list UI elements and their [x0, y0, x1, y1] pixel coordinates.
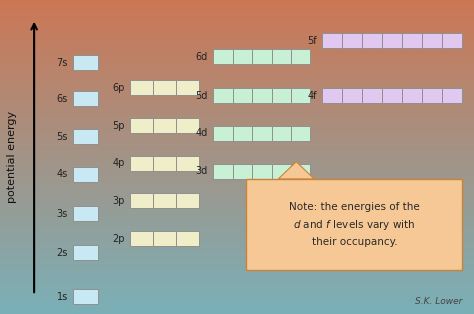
FancyBboxPatch shape: [213, 88, 233, 103]
Text: 4d: 4d: [195, 128, 208, 138]
Text: 5d: 5d: [195, 91, 208, 101]
FancyBboxPatch shape: [233, 164, 252, 179]
FancyBboxPatch shape: [252, 49, 272, 64]
Text: 4p: 4p: [112, 158, 125, 168]
FancyBboxPatch shape: [73, 91, 98, 106]
Text: 4s: 4s: [56, 169, 68, 179]
FancyBboxPatch shape: [153, 118, 176, 133]
FancyBboxPatch shape: [73, 129, 98, 144]
FancyBboxPatch shape: [153, 193, 176, 208]
Text: 2s: 2s: [56, 248, 68, 258]
Text: 3d: 3d: [195, 166, 208, 176]
FancyBboxPatch shape: [73, 55, 98, 70]
FancyBboxPatch shape: [130, 156, 153, 171]
FancyBboxPatch shape: [272, 49, 291, 64]
FancyBboxPatch shape: [342, 33, 362, 48]
FancyBboxPatch shape: [233, 88, 252, 103]
FancyBboxPatch shape: [213, 49, 233, 64]
FancyBboxPatch shape: [402, 88, 422, 103]
FancyBboxPatch shape: [176, 118, 199, 133]
FancyBboxPatch shape: [153, 156, 176, 171]
FancyBboxPatch shape: [73, 206, 98, 221]
FancyBboxPatch shape: [153, 231, 176, 246]
Text: 5f: 5f: [307, 36, 317, 46]
FancyBboxPatch shape: [213, 164, 233, 179]
Text: 6s: 6s: [56, 94, 68, 104]
FancyBboxPatch shape: [442, 33, 462, 48]
FancyBboxPatch shape: [422, 88, 442, 103]
FancyBboxPatch shape: [252, 164, 272, 179]
FancyBboxPatch shape: [73, 289, 98, 304]
Text: Note: the energies of the
$d$ and $f$ levels vary with
their occupancy.: Note: the energies of the $d$ and $f$ le…: [289, 202, 419, 247]
Text: 5p: 5p: [112, 121, 125, 131]
FancyBboxPatch shape: [233, 126, 252, 141]
FancyBboxPatch shape: [291, 49, 310, 64]
Text: S.K. Lower: S.K. Lower: [415, 297, 462, 306]
FancyBboxPatch shape: [153, 80, 176, 95]
FancyBboxPatch shape: [342, 88, 362, 103]
FancyBboxPatch shape: [322, 88, 342, 103]
FancyBboxPatch shape: [213, 126, 233, 141]
Text: 3s: 3s: [56, 208, 68, 219]
FancyBboxPatch shape: [176, 156, 199, 171]
FancyBboxPatch shape: [73, 245, 98, 260]
FancyBboxPatch shape: [272, 88, 291, 103]
Text: 6p: 6p: [112, 83, 125, 93]
FancyBboxPatch shape: [130, 80, 153, 95]
FancyBboxPatch shape: [362, 33, 382, 48]
FancyBboxPatch shape: [442, 88, 462, 103]
Text: 2p: 2p: [112, 234, 125, 244]
FancyBboxPatch shape: [422, 33, 442, 48]
FancyBboxPatch shape: [252, 88, 272, 103]
FancyBboxPatch shape: [272, 126, 291, 141]
FancyBboxPatch shape: [130, 231, 153, 246]
FancyBboxPatch shape: [382, 88, 402, 103]
FancyBboxPatch shape: [272, 164, 291, 179]
FancyBboxPatch shape: [322, 33, 342, 48]
Text: potential energy: potential energy: [7, 111, 17, 203]
FancyBboxPatch shape: [176, 231, 199, 246]
Text: 6d: 6d: [195, 51, 208, 62]
Text: 7s: 7s: [56, 58, 68, 68]
FancyBboxPatch shape: [291, 88, 310, 103]
Text: 4f: 4f: [307, 91, 317, 101]
FancyBboxPatch shape: [291, 126, 310, 141]
FancyBboxPatch shape: [402, 33, 422, 48]
FancyBboxPatch shape: [176, 80, 199, 95]
Text: 3p: 3p: [112, 196, 125, 206]
Polygon shape: [278, 162, 314, 179]
FancyBboxPatch shape: [362, 88, 382, 103]
Text: 5s: 5s: [56, 132, 68, 142]
FancyBboxPatch shape: [73, 167, 98, 182]
FancyBboxPatch shape: [246, 179, 462, 270]
FancyBboxPatch shape: [291, 164, 310, 179]
Text: 1s: 1s: [56, 292, 68, 302]
FancyBboxPatch shape: [130, 118, 153, 133]
FancyBboxPatch shape: [130, 193, 153, 208]
FancyBboxPatch shape: [233, 49, 252, 64]
FancyBboxPatch shape: [382, 33, 402, 48]
FancyBboxPatch shape: [252, 126, 272, 141]
FancyBboxPatch shape: [176, 193, 199, 208]
